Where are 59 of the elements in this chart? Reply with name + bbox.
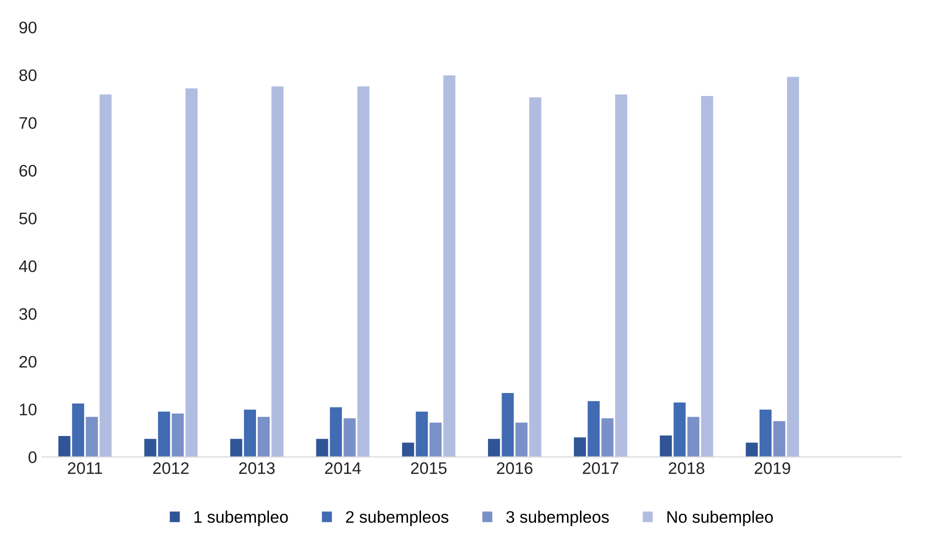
- x-tick-label: 2015: [411, 462, 447, 474]
- y-tick-label: 20: [19, 356, 37, 368]
- x-tick-label: 2011: [68, 462, 102, 474]
- legend-label: No subempleo: [667, 510, 773, 526]
- bar: [488, 438, 500, 457]
- x-tick-label: 2018: [668, 462, 704, 474]
- bar: [357, 86, 370, 457]
- bar: [430, 422, 442, 457]
- bar: [687, 416, 700, 457]
- legend-label: 2 subempleos: [346, 510, 448, 526]
- y-tick-label: 0: [28, 451, 37, 464]
- legend-label: 3 subempleos: [506, 510, 609, 526]
- y-tick-label: 90: [19, 22, 37, 34]
- y-tick-label: 80: [19, 69, 37, 82]
- bar: [674, 402, 686, 457]
- x-tick-label: 2012: [153, 462, 189, 474]
- bar: [787, 76, 800, 457]
- y-tick-label: 10: [20, 404, 37, 416]
- bar: [158, 412, 170, 457]
- y-tick-label: 70: [19, 117, 37, 129]
- bar: [416, 412, 428, 457]
- bar: [760, 410, 772, 457]
- x-tick-label: 2016: [496, 462, 532, 474]
- y-tick-label: 40: [19, 260, 37, 272]
- bar: [402, 442, 414, 457]
- bar: [86, 416, 98, 457]
- bar: [660, 435, 672, 457]
- bar: [271, 86, 284, 457]
- bar: [746, 442, 758, 457]
- legend-label: 1 subempleo: [194, 510, 288, 526]
- y-tick-label: 60: [19, 164, 37, 177]
- bar: [502, 392, 514, 457]
- bar: [230, 438, 242, 457]
- bar: [58, 436, 70, 457]
- bar: [574, 437, 586, 457]
- bar: [244, 410, 256, 457]
- bar: [615, 94, 628, 457]
- x-tick-label: 2014: [325, 462, 361, 474]
- bar: [72, 403, 84, 457]
- bar: [344, 418, 356, 457]
- bar: [330, 407, 342, 457]
- x-tick-label: 2013: [239, 462, 275, 474]
- bar: [316, 438, 328, 457]
- bar: [515, 422, 528, 457]
- x-tick-label: 2019: [754, 462, 790, 474]
- x-tick-label: 2017: [582, 462, 618, 474]
- bar: [773, 421, 786, 457]
- bar: [172, 414, 184, 457]
- bar: [701, 96, 714, 457]
- bar: [100, 94, 112, 457]
- y-tick-label: 30: [19, 308, 37, 320]
- y-tick-label: 50: [19, 212, 37, 224]
- bar: [588, 401, 600, 457]
- bar: [529, 97, 542, 457]
- bar: [258, 416, 270, 457]
- bar: [186, 88, 198, 457]
- bar: [443, 75, 456, 457]
- bar: [601, 418, 614, 457]
- bar: [144, 438, 156, 457]
